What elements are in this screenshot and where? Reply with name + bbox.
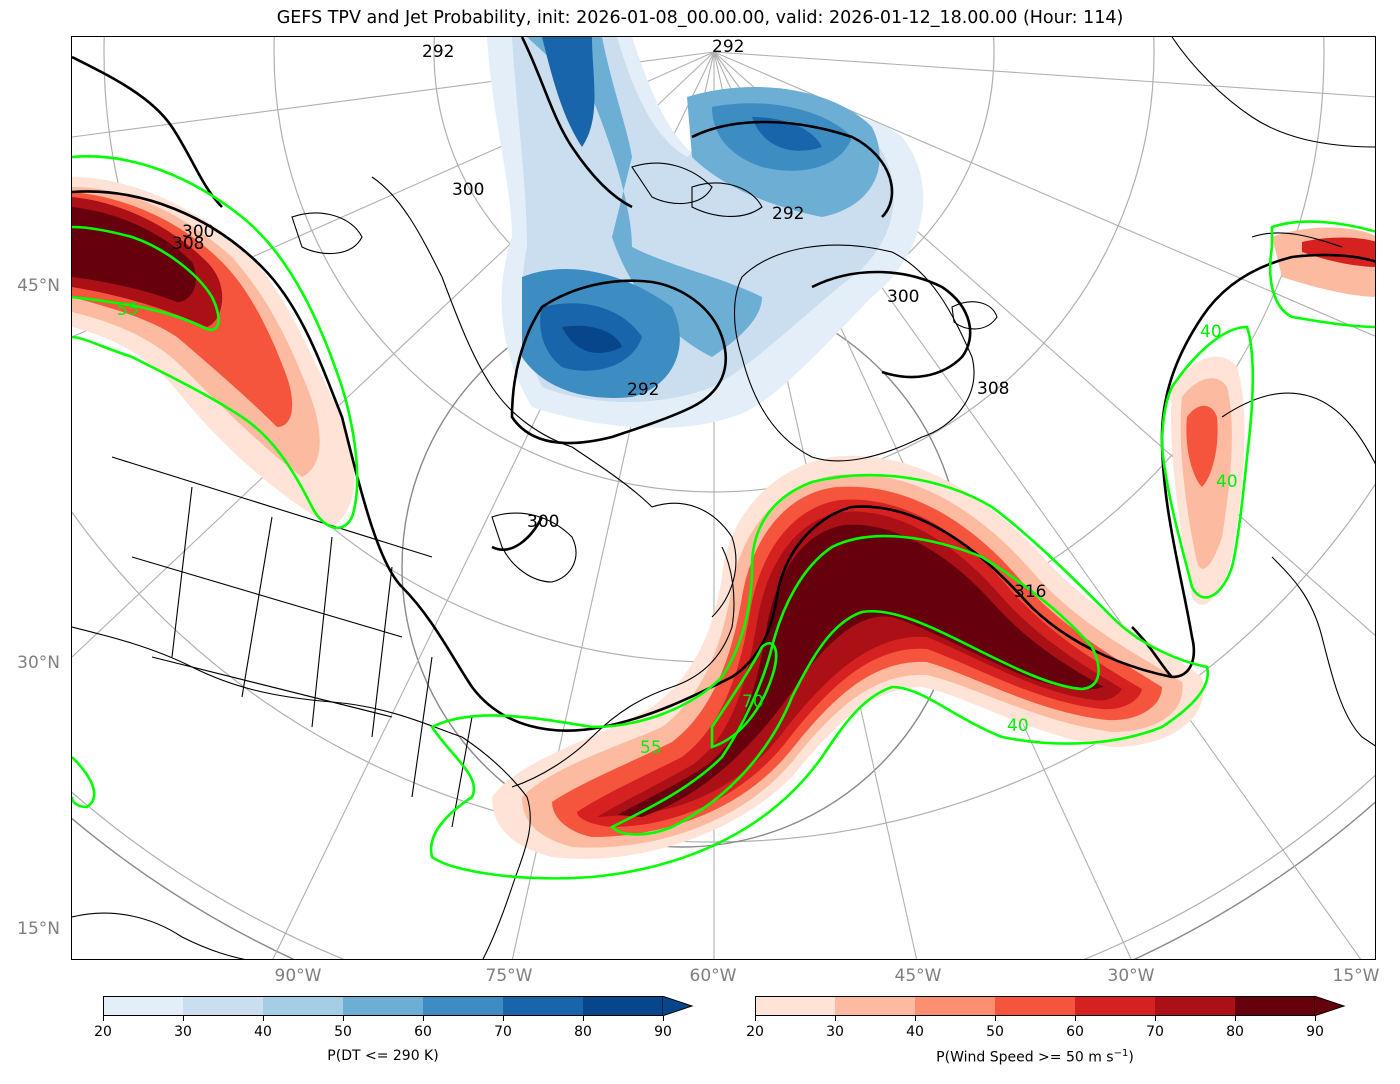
contour-label-jet: 40 — [1200, 322, 1222, 342]
colorbar-segment — [503, 996, 583, 1016]
colorbar-tick-mark — [995, 1016, 996, 1021]
colorbar-tick-label: 30 — [826, 1024, 844, 1040]
colorbar-tick-label: 60 — [414, 1024, 432, 1040]
contour-label-theta: 292 — [627, 380, 659, 400]
theta-contours — [72, 37, 1375, 732]
colorbar-jet-label-main: P(Wind Speed >= 50 m s — [936, 1049, 1114, 1066]
colorbar-segment — [755, 996, 835, 1016]
contour-label-theta: 308 — [977, 379, 1009, 399]
theta-contour-labels: 292 292 292 300 300 300 308 308 316 292 … — [172, 37, 1046, 602]
colorbar-tick-label: 40 — [906, 1024, 924, 1040]
jet-probability-east — [1171, 227, 1375, 605]
lon-label: 90°W — [274, 966, 322, 986]
colorbar-tick-mark — [503, 1016, 504, 1021]
colorbar-extend-arrow — [1314, 996, 1346, 1016]
colorbar-tick-label: 30 — [174, 1024, 192, 1040]
colorbar-segment — [263, 996, 343, 1016]
colorbar-jet-label-end: ) — [1128, 1049, 1134, 1066]
colorbar-tick-label: 70 — [494, 1024, 512, 1040]
colorbar-segment — [915, 996, 995, 1016]
colorbar-segment — [835, 996, 915, 1016]
contour-label-jet: 70 — [742, 692, 764, 712]
lat-label: 30°N — [17, 653, 60, 673]
colorbar-tick-mark — [183, 1016, 184, 1021]
colorbar-tick-label: 50 — [334, 1024, 352, 1040]
colorbar-jet-label: P(Wind Speed >= 50 m s−1) — [936, 1048, 1134, 1066]
colorbar-tick-mark — [755, 1016, 756, 1021]
colorbar-tick-mark — [663, 1016, 664, 1021]
contour-label-theta: 300 — [527, 512, 559, 532]
colorbar-segment — [423, 996, 503, 1016]
jet-probability-west — [72, 177, 355, 527]
colorbar-jet-label-sup: −1 — [1113, 1048, 1129, 1059]
lon-label: 15°W — [1332, 966, 1380, 986]
colorbar-tick-label: 80 — [1226, 1024, 1244, 1040]
colorbar-segment — [583, 996, 663, 1016]
colorbar-tick-mark — [103, 1016, 104, 1021]
coastlines — [72, 37, 1375, 959]
contour-label-theta: 300 — [452, 180, 484, 200]
contour-label-jet: 55 — [117, 300, 139, 320]
colorbar-tick-label: 20 — [746, 1024, 764, 1040]
colorbar-tick-label: 50 — [986, 1024, 1004, 1040]
map-panel: 292 292 292 300 300 300 308 308 316 292 … — [71, 36, 1376, 960]
colorbar-tick-mark — [583, 1016, 584, 1021]
contour-label-theta: 316 — [1014, 582, 1046, 602]
colorbar-tick-label: 70 — [1146, 1024, 1164, 1040]
jet-contours — [72, 155, 1375, 880]
colorbar-tick-mark — [835, 1016, 836, 1021]
colorbar-extend-arrow — [662, 996, 694, 1016]
contour-label-theta: 300 — [182, 222, 214, 242]
figure-title: GEFS TPV and Jet Probability, init: 2026… — [276, 8, 1124, 28]
contour-label-jet: 40 — [1216, 472, 1238, 492]
colorbar-tick-label: 20 — [94, 1024, 112, 1040]
colorbar-tpv-label: P(DT <= 290 K) — [327, 1048, 439, 1064]
lon-label: 30°W — [1107, 966, 1155, 986]
colorbar-tick-mark — [343, 1016, 344, 1021]
colorbar-tick-mark — [1075, 1016, 1076, 1021]
jet-contour-labels: 55 55 70 40 40 40 — [117, 300, 1238, 758]
contour-label-jet: 55 — [640, 738, 662, 758]
colorbar-tick-mark — [423, 1016, 424, 1021]
lon-label: 60°W — [689, 966, 737, 986]
colorbar-tick-label: 60 — [1066, 1024, 1084, 1040]
colorbar-tick-mark — [1155, 1016, 1156, 1021]
contour-label-theta: 292 — [772, 204, 804, 224]
lon-label: 75°W — [485, 966, 533, 986]
lat-label: 45°N — [17, 276, 60, 296]
contour-label-jet: 40 — [1007, 716, 1029, 736]
lat-label: 15°N — [17, 919, 60, 939]
tpv-probability-shading — [487, 37, 924, 428]
colorbar-frame — [103, 996, 663, 1016]
colorbar-segment — [1075, 996, 1155, 1016]
colorbar-tpv — [103, 996, 694, 1016]
colorbar-segment — [183, 996, 263, 1016]
colorbar-tick-mark — [915, 1016, 916, 1021]
contour-label-theta: 292 — [712, 37, 744, 57]
colorbar-tick-mark — [1235, 1016, 1236, 1021]
colorbar-tick-label: 90 — [654, 1024, 672, 1040]
colorbar-frame — [755, 996, 1315, 1016]
map-canvas: 292 292 292 300 300 300 308 308 316 292 … — [72, 37, 1375, 959]
colorbar-tick-label: 90 — [1306, 1024, 1324, 1040]
colorbar-segment — [1155, 996, 1235, 1016]
colorbar-segment — [1235, 996, 1315, 1016]
contour-label-theta: 292 — [422, 42, 454, 62]
colorbar-tick-mark — [263, 1016, 264, 1021]
colorbar-segment — [995, 996, 1075, 1016]
colorbar-tick-mark — [1315, 1016, 1316, 1021]
colorbar-segment — [343, 996, 423, 1016]
colorbar-jet — [755, 996, 1346, 1016]
contour-label-theta: 300 — [887, 287, 919, 307]
contour-label-theta: 308 — [172, 234, 204, 254]
colorbar-tick-label: 40 — [254, 1024, 272, 1040]
colorbar-segment — [103, 996, 183, 1016]
lon-label: 45°W — [894, 966, 942, 986]
colorbar-tick-label: 80 — [574, 1024, 592, 1040]
